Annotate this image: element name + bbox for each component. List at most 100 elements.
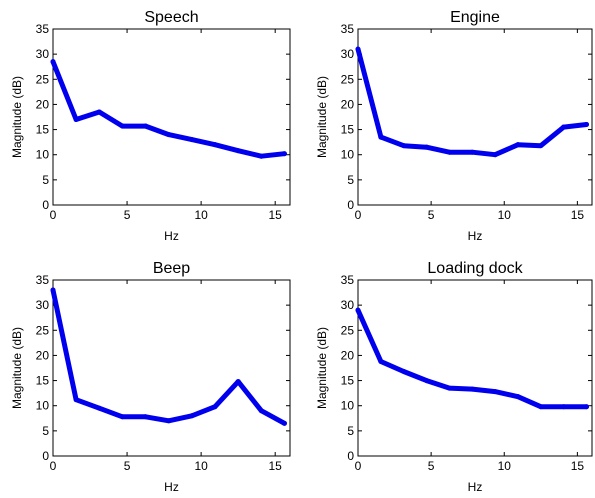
data-point xyxy=(96,405,102,411)
y-tick-label: 10 xyxy=(36,148,50,162)
data-point xyxy=(143,123,149,129)
x-tick-label: 10 xyxy=(194,208,208,222)
y-tick-label: 15 xyxy=(36,374,50,388)
x-tick-label: 5 xyxy=(124,208,131,222)
y-tick-label: 20 xyxy=(36,97,50,111)
data-point xyxy=(73,397,79,403)
data-point xyxy=(515,142,521,148)
x-axis-label: Hz xyxy=(164,480,179,494)
x-tick-label: 10 xyxy=(498,459,512,473)
data-point xyxy=(50,287,56,293)
data-point xyxy=(446,149,452,155)
data-point xyxy=(401,369,407,375)
data-point xyxy=(119,414,125,420)
data-point xyxy=(50,59,56,65)
y-tick-label: 15 xyxy=(36,123,50,137)
y-tick-label: 35 xyxy=(341,22,355,36)
data-point xyxy=(119,123,125,129)
data-point xyxy=(469,386,475,392)
data-point xyxy=(281,151,287,157)
data-point xyxy=(492,152,498,158)
y-tick-label: 10 xyxy=(341,148,355,162)
x-tick-label: 0 xyxy=(50,459,57,473)
y-tick-label: 5 xyxy=(347,173,354,187)
x-axis-label: Hz xyxy=(164,229,179,243)
y-tick-label: 25 xyxy=(341,72,355,86)
data-point xyxy=(281,420,287,426)
data-point xyxy=(96,109,102,115)
y-tick-label: 10 xyxy=(36,399,50,413)
data-point xyxy=(469,149,475,155)
data-point xyxy=(235,379,241,385)
x-axis-label: Hz xyxy=(468,480,483,494)
x-tick-label: 5 xyxy=(428,208,435,222)
panel-4: 0 5 10 15 20 25 30 35 0 5 10 15 Loading dock Hz Magnit… xyxy=(315,260,593,494)
y-axis-label: Magnitude (dB) xyxy=(10,327,24,409)
y-tick-label: 35 xyxy=(36,273,50,287)
data-point xyxy=(584,122,590,128)
y-tick-label: 20 xyxy=(341,97,355,111)
x-tick-label: 5 xyxy=(124,459,131,473)
y-tick-label: 15 xyxy=(341,374,355,388)
x-axis-label: Hz xyxy=(468,229,483,243)
chart-title: Loading dock xyxy=(427,260,523,277)
y-axis-label: Magnitude (dB) xyxy=(10,76,24,158)
panel-3: 0 5 10 15 20 25 30 35 0 5 10 15 Beep Hz Magnitude (dB) xyxy=(10,260,291,494)
y-tick-label: 5 xyxy=(347,424,354,438)
y-tick-label: 25 xyxy=(341,323,355,337)
data-point xyxy=(424,144,430,150)
data-point xyxy=(584,404,590,410)
y-tick-label: 25 xyxy=(36,72,50,86)
data-point xyxy=(258,408,264,414)
data-point xyxy=(424,378,430,384)
y-tick-label: 0 xyxy=(42,198,49,212)
x-tick-label: 15 xyxy=(269,459,283,473)
data-point xyxy=(401,143,407,149)
y-tick-label: 5 xyxy=(42,424,49,438)
data-point xyxy=(355,307,361,313)
y-axis-label: Magnitude (dB) xyxy=(315,76,329,158)
data-point xyxy=(538,143,544,149)
y-tick-label: 30 xyxy=(341,298,355,312)
y-tick-label: 35 xyxy=(36,22,50,36)
y-tick-label: 20 xyxy=(341,348,355,362)
data-point xyxy=(189,413,195,419)
data-point xyxy=(492,389,498,395)
x-tick-label: 0 xyxy=(50,208,57,222)
data-point xyxy=(538,404,544,410)
data-point xyxy=(189,137,195,143)
y-tick-label: 30 xyxy=(341,47,355,61)
y-tick-label: 10 xyxy=(341,399,355,413)
y-tick-label: 30 xyxy=(36,298,50,312)
panel-2: 0 5 10 15 20 25 30 35 0 5 10 15 Engine Hz Magnitude (d… xyxy=(315,9,593,243)
chart-title: Speech xyxy=(144,9,198,26)
data-point xyxy=(378,358,384,364)
y-tick-label: 0 xyxy=(42,449,49,463)
data-point xyxy=(378,134,384,140)
panel-1: 0 5 10 15 20 25 30 35 0 5 10 15 Speech Hz Magnitude (d… xyxy=(10,9,291,243)
data-point xyxy=(212,404,218,410)
x-tick-label: 15 xyxy=(571,459,585,473)
data-point xyxy=(561,124,567,130)
data-point xyxy=(446,385,452,391)
y-tick-label: 0 xyxy=(347,198,354,212)
data-point xyxy=(143,414,149,420)
y-tick-label: 5 xyxy=(42,173,49,187)
y-tick-label: 0 xyxy=(347,449,354,463)
data-point xyxy=(258,153,264,159)
y-tick-label: 35 xyxy=(341,273,355,287)
y-tick-label: 25 xyxy=(36,323,50,337)
x-tick-label: 15 xyxy=(269,208,283,222)
data-point xyxy=(355,46,361,52)
x-tick-label: 0 xyxy=(355,208,362,222)
plot-frame xyxy=(52,28,291,206)
data-point xyxy=(166,418,172,424)
data-point xyxy=(561,404,567,410)
x-tick-label: 15 xyxy=(571,208,585,222)
x-tick-label: 10 xyxy=(194,459,208,473)
y-tick-label: 20 xyxy=(36,348,50,362)
x-tick-label: 0 xyxy=(355,459,362,473)
plot-frame xyxy=(357,28,593,206)
y-tick-label: 15 xyxy=(341,123,355,137)
